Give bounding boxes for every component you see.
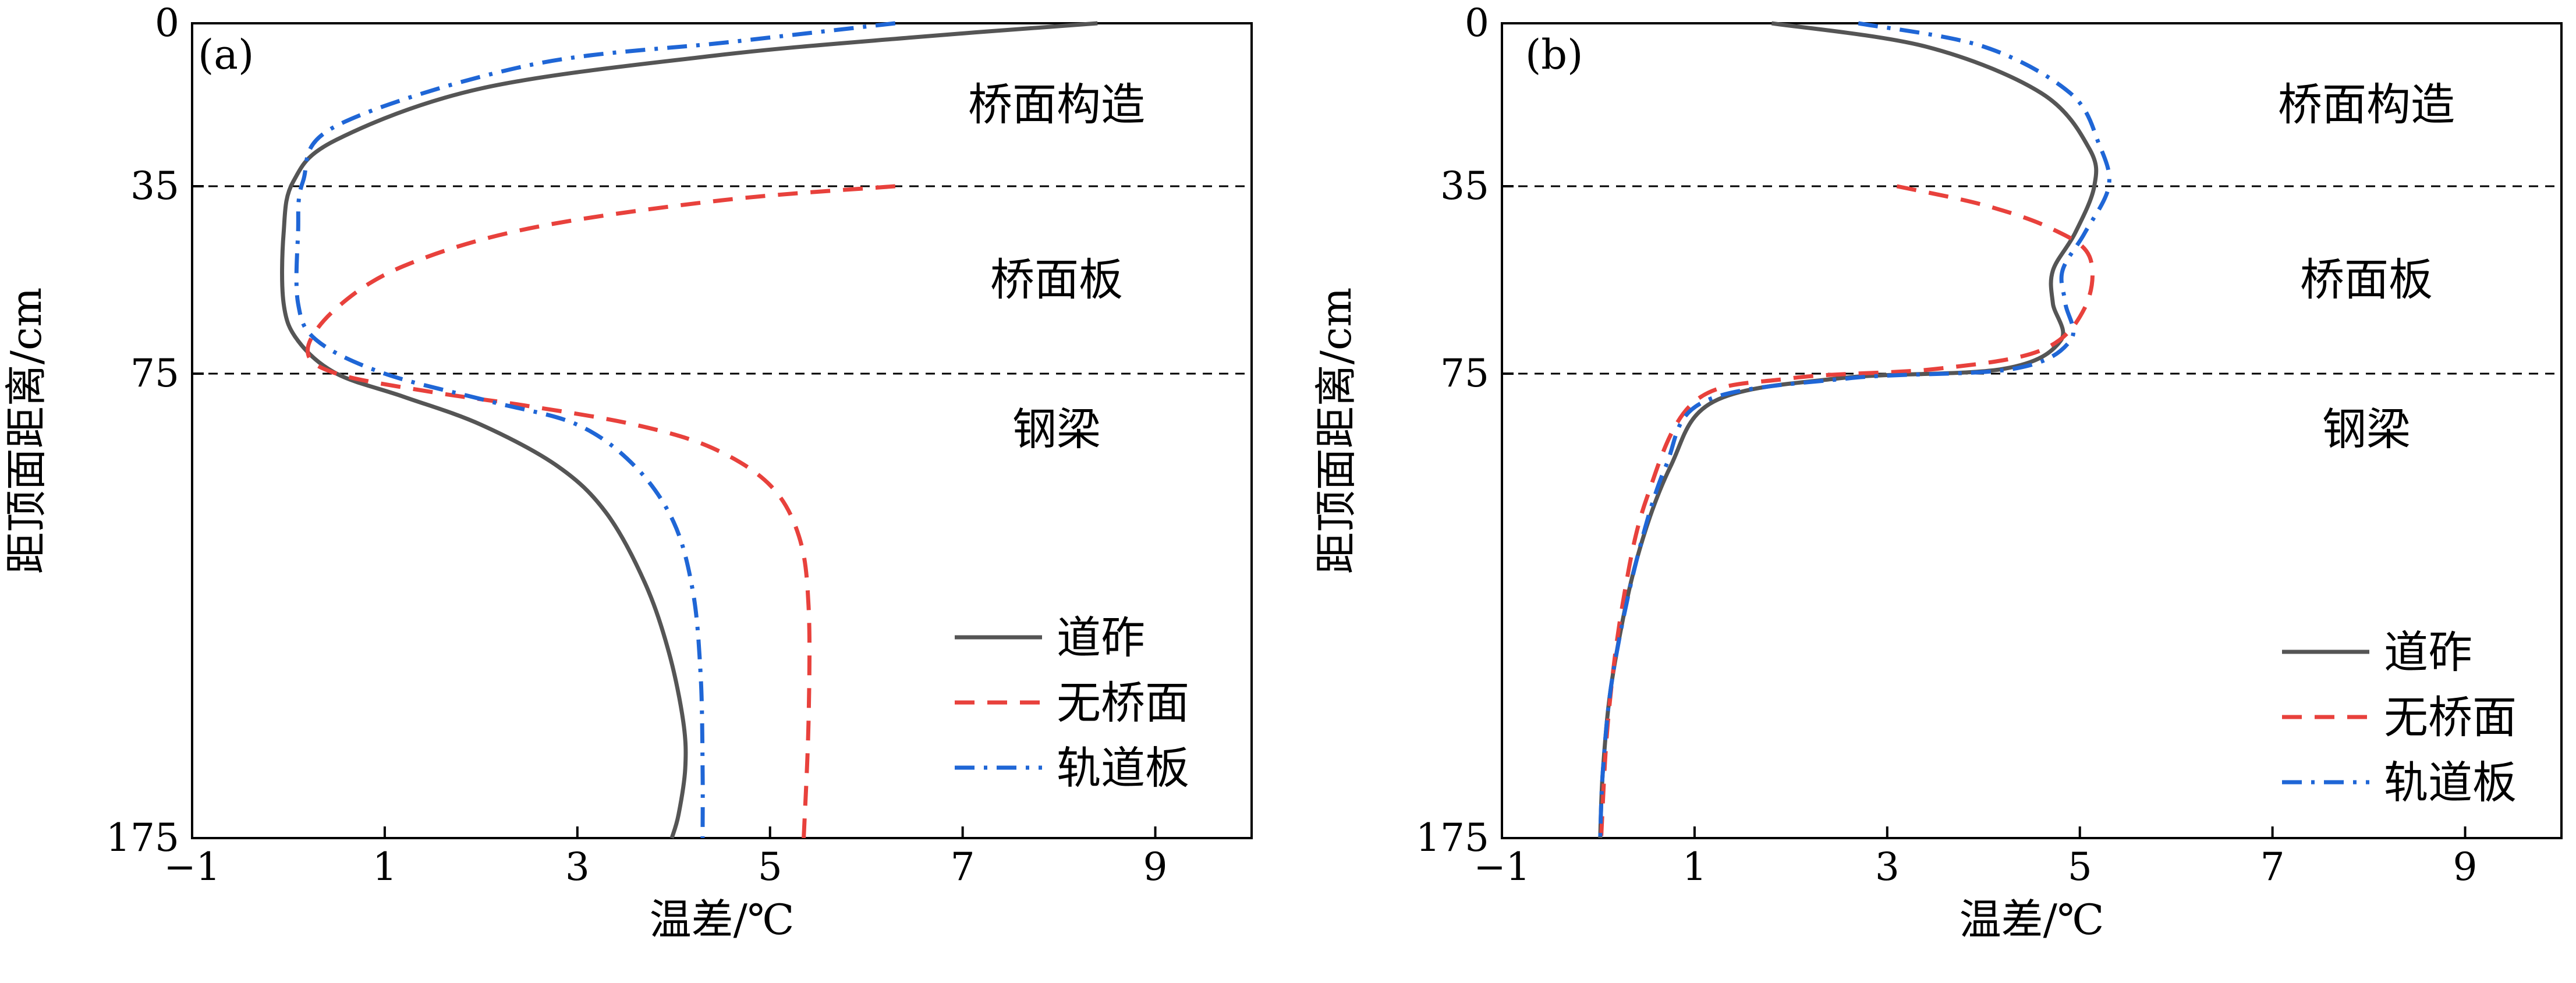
region-label: 钢梁	[2322, 403, 2411, 455]
x-tick-label: 9	[2453, 844, 2478, 889]
x-tick-label: 5	[2068, 844, 2092, 889]
x-tick-label: 5	[758, 844, 782, 889]
legend-label: 无桥面	[1057, 677, 1189, 729]
plot-frame	[1501, 22, 2563, 839]
y-tick-label: 35	[130, 164, 179, 208]
y-tick-label: 75	[1440, 351, 1489, 396]
y-tick-label: 175	[106, 815, 179, 860]
x-tick-label: 7	[951, 844, 975, 889]
region-label: 桥面板	[2300, 254, 2433, 306]
legend-label: 轨道板	[2384, 757, 2517, 808]
x-tick-label: 1	[373, 844, 397, 889]
legend-label: 无桥面	[2384, 691, 2517, 743]
y-axis-label: 距顶面距离/cm	[1312, 288, 1360, 574]
legend-label: 道砟	[2384, 626, 2472, 678]
legend-label: 轨道板	[1057, 742, 1189, 794]
y-tick-label: 0	[1465, 1, 1489, 45]
x-tick-label: 9	[1143, 844, 1168, 889]
y-tick-label: 75	[130, 351, 179, 396]
x-tick-label: −1	[164, 844, 220, 889]
x-tick-label: −1	[1473, 844, 1530, 889]
series-line-0	[280, 21, 1098, 839]
y-axis-label: 距顶面距离/cm	[2, 288, 51, 574]
region-label: 桥面构造	[968, 79, 1145, 130]
panel-label: (a)	[198, 31, 254, 79]
series-line-1	[305, 184, 896, 839]
plot-frame	[191, 22, 1253, 839]
legend-label: 道砟	[1057, 612, 1145, 663]
x-tick-label: 3	[1875, 844, 1900, 889]
series-line-2	[294, 21, 896, 839]
x-tick-label: 1	[1682, 844, 1707, 889]
series-line-0	[1598, 21, 2099, 839]
x-tick-label: 3	[565, 844, 590, 889]
panel-label: (b)	[1525, 31, 1583, 79]
region-label: 桥面构造	[2278, 79, 2455, 130]
x-axis-label: 温差/℃	[1960, 895, 2104, 944]
series-line-2	[1598, 21, 2111, 839]
x-tick-label: 7	[2260, 844, 2285, 889]
y-tick-label: 0	[155, 1, 179, 45]
series-line-1	[1599, 184, 2095, 839]
x-axis-label: 温差/℃	[650, 895, 795, 944]
y-tick-label: 35	[1440, 164, 1489, 208]
region-label: 钢梁	[1012, 403, 1101, 455]
region-label: 桥面板	[990, 254, 1123, 306]
y-tick-label: 175	[1416, 815, 1489, 860]
